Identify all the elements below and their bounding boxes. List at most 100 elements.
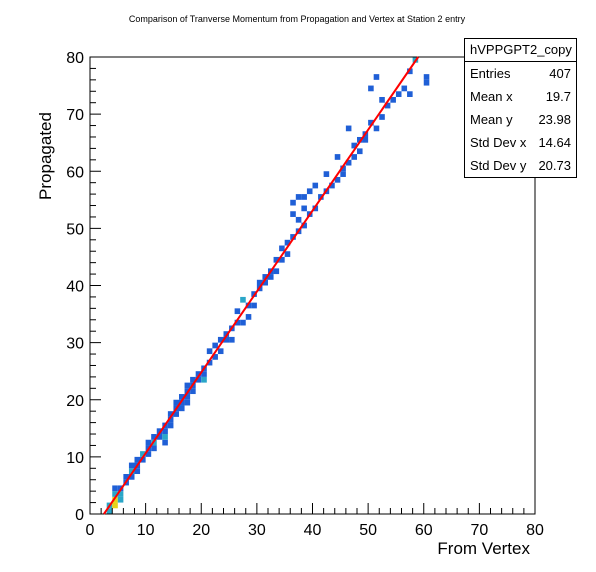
heatmap-bin	[295, 216, 302, 223]
heatmap-bin	[323, 171, 330, 177]
heatmap-bin	[195, 376, 202, 383]
heatmap-bin	[167, 411, 174, 417]
heatmap-bin	[162, 434, 168, 440]
heatmap-bin	[134, 468, 141, 475]
heatmap-bin	[162, 428, 168, 435]
x-tick-label: 40	[304, 522, 322, 539]
heatmap-bin	[373, 74, 380, 80]
heatmap-bin	[312, 182, 319, 189]
heatmap-bin	[190, 376, 196, 383]
heatmap-bin	[201, 371, 207, 377]
x-axis-label: From Vertex	[437, 539, 530, 558]
stats-row-entries: Entries 407	[465, 62, 576, 85]
heatmap-bin	[234, 308, 241, 315]
heatmap-bin	[295, 194, 302, 200]
heatmap-bin	[351, 142, 357, 149]
heatmap-bin	[279, 245, 285, 252]
heatmap-bin	[234, 319, 241, 326]
heatmap-bin	[156, 434, 163, 440]
heatmap-bin	[262, 274, 268, 280]
heatmap-bin	[379, 96, 385, 103]
chart-title: Comparison of Tranverse Momentum from Pr…	[129, 14, 466, 24]
y-tick-label: 60	[66, 164, 84, 181]
heatmap-bin	[345, 159, 352, 166]
heatmap-bin	[290, 211, 296, 217]
heatmap-bin	[140, 456, 146, 463]
y-tick-label: 30	[66, 336, 84, 353]
heatmap-bin	[173, 399, 179, 406]
heatmap-bin	[284, 251, 291, 257]
heatmap-bin	[212, 354, 218, 360]
heatmap-bin	[217, 336, 224, 343]
heatmap-bin	[373, 125, 380, 132]
y-tick-label: 10	[66, 450, 84, 467]
heatmap-bin	[290, 199, 296, 206]
heatmap-bin	[151, 445, 157, 452]
x-tick-label: 10	[137, 522, 155, 539]
heatmap-bin	[268, 274, 274, 280]
stats-title: hVPPGPT2_copy	[465, 39, 576, 62]
stats-row-mean-x: Mean x 19.7	[465, 85, 576, 108]
axes: 0 10 20 30 40 50 60 70 80 0 10 20 30 40 50 60 70 80	[66, 50, 544, 539]
heatmap-bin	[206, 348, 213, 355]
heatmap-bin	[273, 268, 280, 275]
heatmap-bin	[106, 508, 113, 514]
stats-label: Std Dev x	[470, 135, 527, 150]
heatmap-bin	[334, 176, 341, 183]
heatmap-bin	[407, 68, 413, 75]
heatmap-bin	[251, 302, 257, 309]
heatmap-bin	[240, 319, 246, 326]
heatmap-bin	[407, 91, 413, 97]
heatmap-bin	[212, 342, 218, 349]
heatmap-bin	[290, 234, 296, 240]
heatmap-bin	[301, 205, 307, 212]
stats-row-mean-y: Mean y 23.98	[465, 108, 576, 131]
heatmap-bin	[262, 279, 268, 286]
heatmap-bin	[284, 239, 291, 246]
stats-row-std-x: Std Dev x 14.64	[465, 131, 576, 154]
heatmap-bin	[306, 188, 313, 195]
heatmap-bin	[167, 422, 174, 429]
heatmap-bin	[162, 439, 168, 446]
heatmap-bin	[167, 416, 174, 423]
stats-label: Mean x	[470, 89, 513, 104]
x-tick-label: 80	[526, 522, 544, 539]
heatmap-bin	[395, 91, 402, 97]
y-tick-label: 80	[66, 50, 84, 67]
plot-area	[106, 57, 430, 514]
x-tick-label: 70	[470, 522, 488, 539]
heatmap-bin	[357, 148, 363, 155]
y-tick-label: 20	[66, 393, 84, 410]
stats-value: 19.7	[545, 89, 571, 104]
heatmap-bin	[340, 171, 346, 177]
heatmap-bin	[184, 382, 191, 389]
heatmap-bin	[245, 314, 252, 320]
stats-value: 23.98	[538, 112, 571, 127]
heatmap-bin	[112, 485, 118, 492]
stats-label: Std Dev y	[470, 158, 527, 173]
y-tick-label: 70	[66, 107, 84, 124]
heatmap-bin	[217, 348, 224, 355]
heatmap-bin	[329, 182, 335, 189]
heatmap-bin	[123, 474, 129, 480]
heatmap-bin	[206, 359, 213, 366]
x-tick-label: 20	[192, 522, 210, 539]
heatmap-bin	[423, 74, 430, 80]
heatmap-bin	[117, 491, 124, 497]
y-tick-label: 0	[75, 507, 84, 524]
heatmap-bin	[301, 222, 307, 229]
heatmap-bin	[340, 165, 346, 172]
heatmap-bin	[379, 114, 385, 120]
heatmap-bin	[117, 496, 124, 503]
heatmap-bin	[151, 434, 157, 440]
heatmap-bin	[156, 428, 163, 435]
heatmap-bin	[273, 256, 280, 263]
heatmap-bin	[345, 125, 352, 132]
y-axis-label: Propagated	[36, 112, 55, 200]
x-tick-label: 30	[248, 522, 266, 539]
fit-line	[103, 56, 420, 515]
heatmap-bin	[334, 154, 341, 160]
x-tick-label: 0	[86, 522, 95, 539]
heatmap-bin	[279, 256, 285, 263]
